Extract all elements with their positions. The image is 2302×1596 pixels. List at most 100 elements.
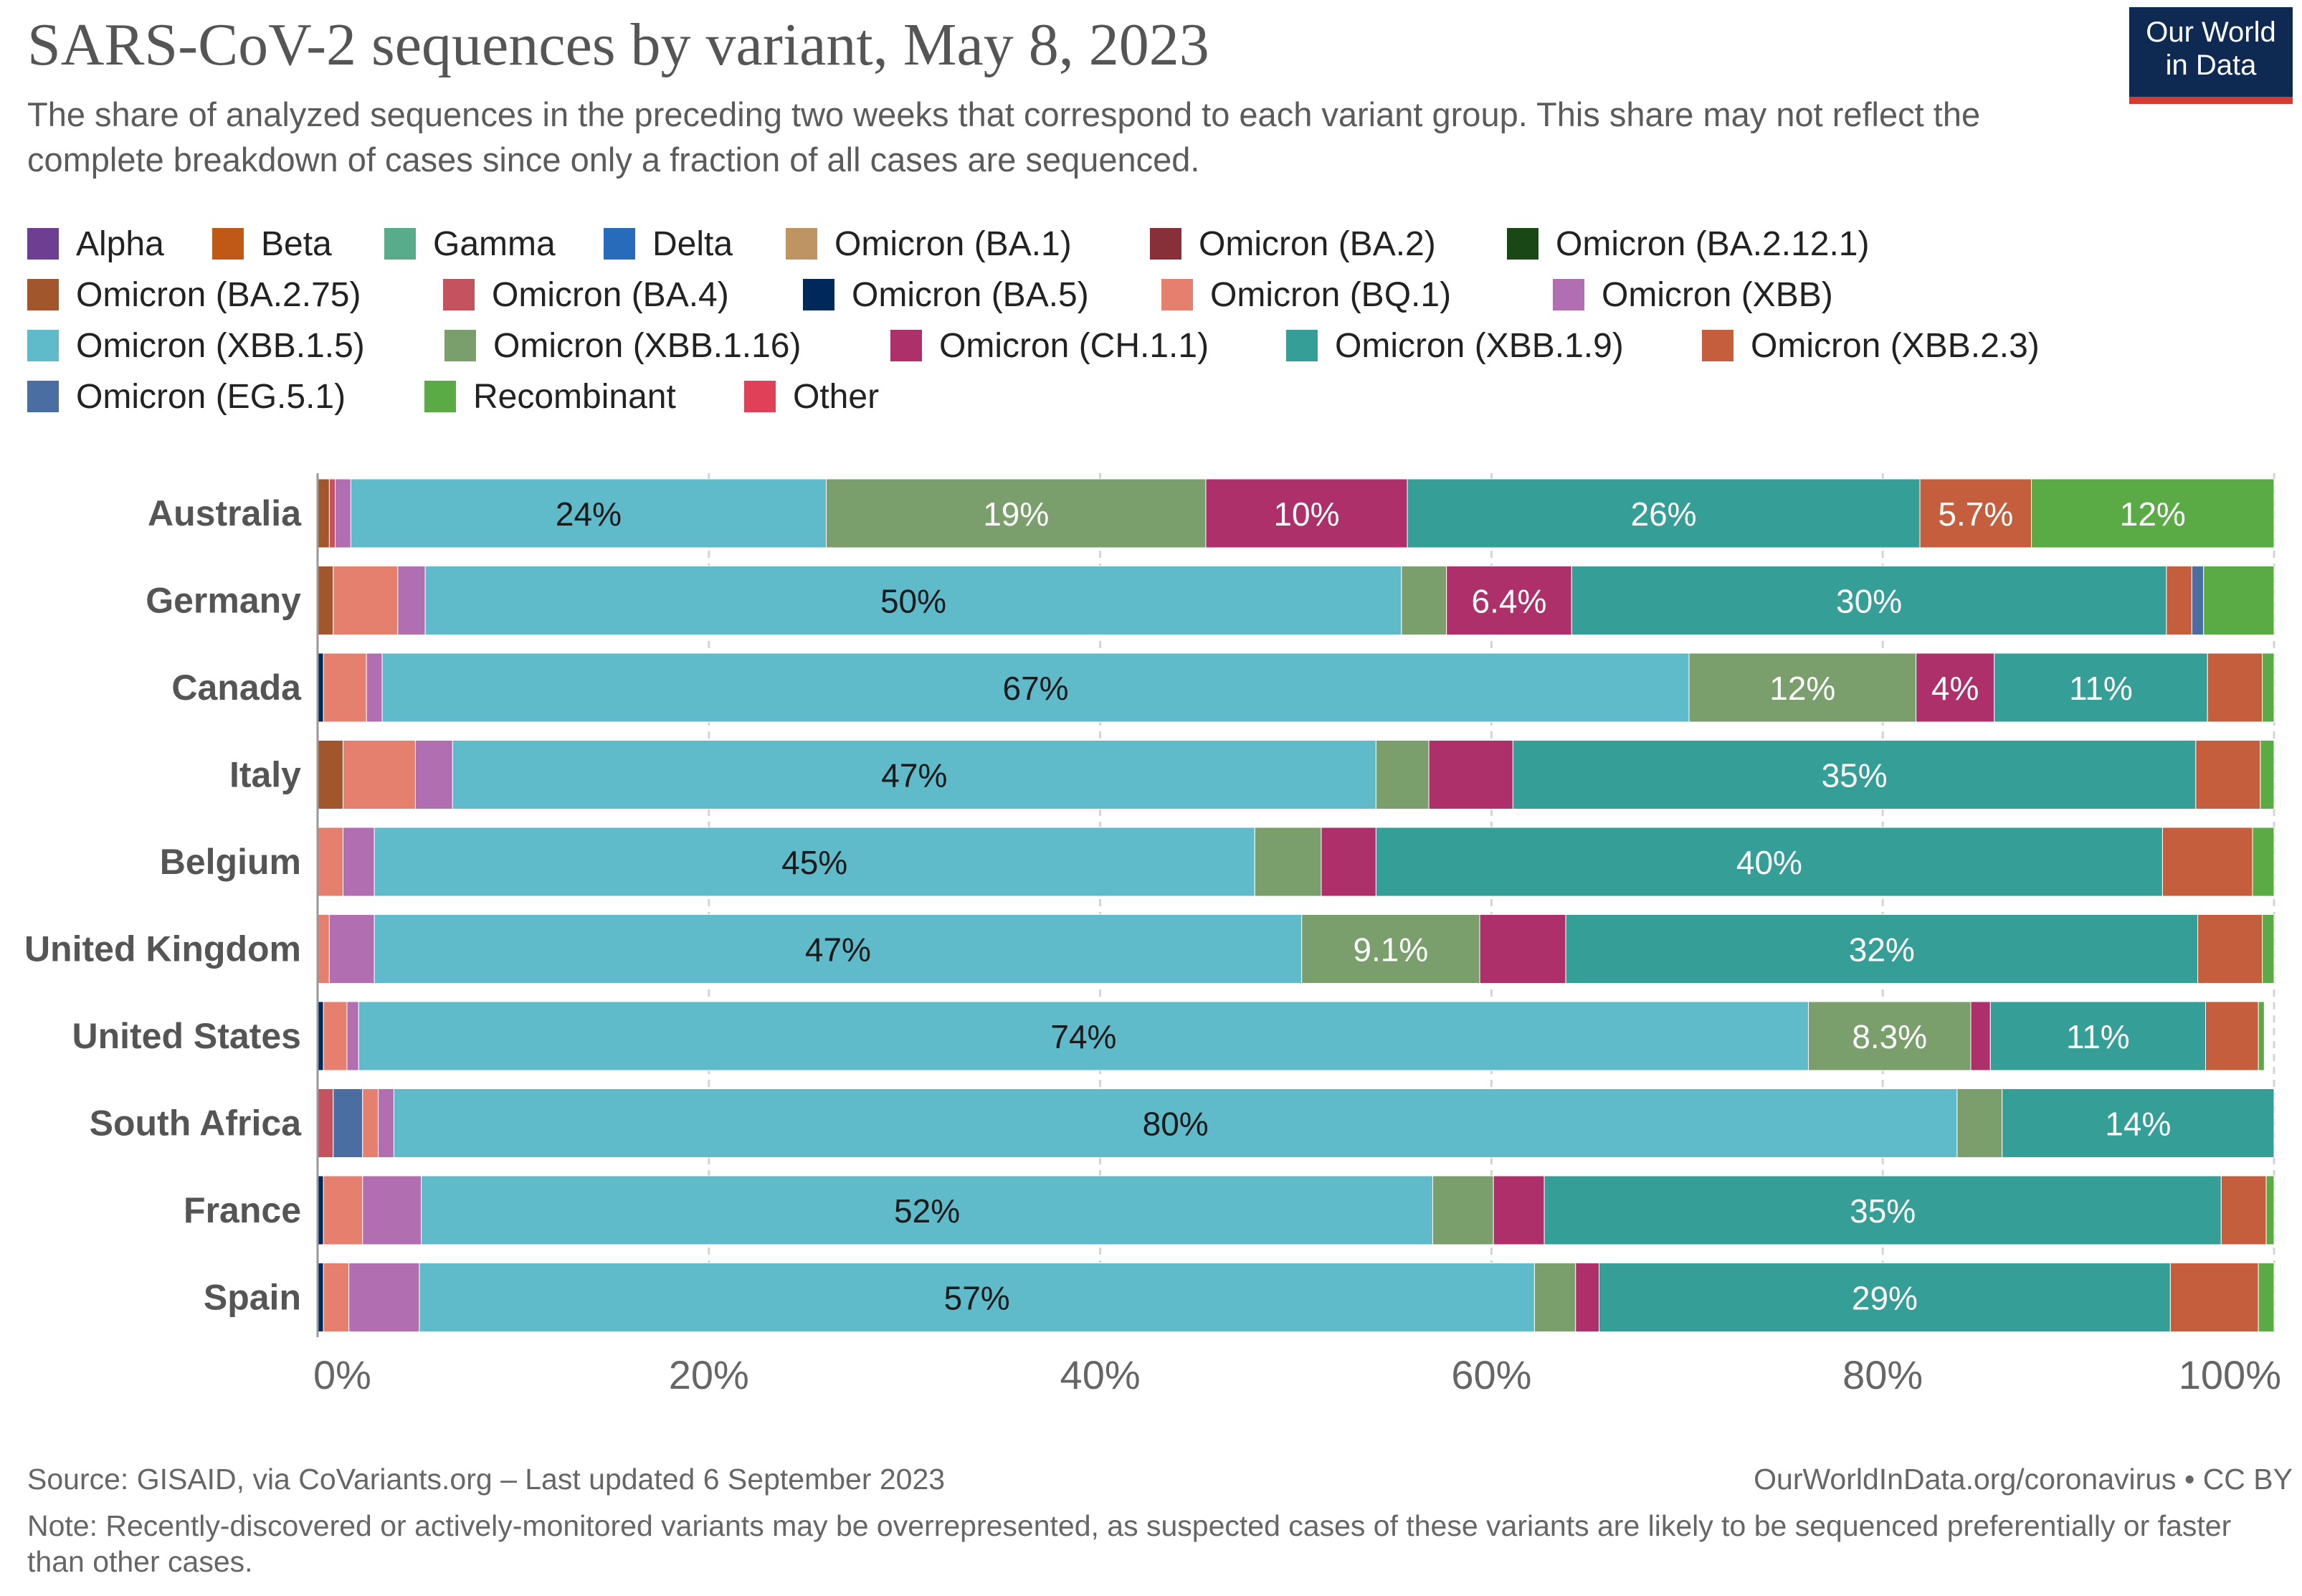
bar-segment[interactable] <box>362 1175 422 1245</box>
bar-segment[interactable] <box>1401 566 1447 635</box>
legend-item[interactable]: Omicron (BA.2) <box>1150 222 1436 265</box>
bar-segment[interactable] <box>2205 1001 2259 1071</box>
bar-segment[interactable] <box>1512 740 2197 809</box>
bar-segment[interactable] <box>421 1175 1434 1245</box>
bar-segment[interactable] <box>1301 914 1480 984</box>
bar-segment[interactable] <box>1254 827 1322 897</box>
bar-segment[interactable] <box>1916 652 1995 723</box>
legend-item[interactable]: Omicron (XBB) <box>1553 273 1833 316</box>
legend-item[interactable]: Omicron (BA.2.12.1) <box>1507 222 1869 265</box>
bar-segment[interactable] <box>374 827 1255 897</box>
bar-segment[interactable] <box>414 740 453 809</box>
bar-segment[interactable] <box>2197 914 2263 984</box>
bar-segment[interactable] <box>1428 740 1513 809</box>
legend-item[interactable]: Omicron (BA.5) <box>803 273 1089 316</box>
bar-segment[interactable] <box>393 1088 1958 1158</box>
bar-segment[interactable] <box>348 1263 420 1332</box>
legend-item[interactable]: Omicron (XBB.1.9) <box>1286 324 1624 367</box>
bar-segment[interactable] <box>1407 478 1921 548</box>
bar-segment[interactable] <box>2002 1088 2275 1158</box>
bar-segment[interactable] <box>2262 914 2275 984</box>
bar-segment[interactable] <box>342 827 375 897</box>
legend-item[interactable]: Omicron (XBB.2.3) <box>1702 324 2040 367</box>
bar-segment[interactable] <box>2265 1175 2275 1245</box>
bar-segment[interactable] <box>323 1175 363 1245</box>
bar-segment[interactable] <box>2031 478 2275 548</box>
bar-segment[interactable] <box>1994 652 2208 723</box>
bar-segment[interactable] <box>381 652 1690 723</box>
bar-segment[interactable] <box>1970 1001 1991 1071</box>
bar-segment[interactable] <box>323 1001 348 1071</box>
bar-segment[interactable] <box>1919 478 2032 548</box>
bar-segment[interactable] <box>1432 1175 1494 1245</box>
bar-segment[interactable] <box>333 1088 363 1158</box>
bar-segment[interactable] <box>1375 740 1430 809</box>
bar-segment[interactable] <box>317 914 330 984</box>
legend-item[interactable]: Omicron (XBB.1.5) <box>27 324 365 367</box>
bar-segment[interactable] <box>350 478 827 548</box>
bar-segment[interactable] <box>323 1263 350 1332</box>
legend-item[interactable]: Omicron (BA.4) <box>443 273 729 316</box>
bar-segment[interactable] <box>317 740 343 809</box>
bar-segment[interactable] <box>1479 914 1566 984</box>
legend-item[interactable]: Omicron (XBB.1.16) <box>444 324 801 367</box>
bar-segment[interactable] <box>1989 1001 2206 1071</box>
bar-segment[interactable] <box>342 740 416 809</box>
bar-segment[interactable] <box>317 827 343 897</box>
bar-segment[interactable] <box>1446 566 1572 635</box>
bar-segment[interactable] <box>1807 1001 1972 1071</box>
bar-segment[interactable] <box>374 914 1303 984</box>
bar-segment[interactable] <box>1688 652 1917 723</box>
bar-segment[interactable] <box>2220 1175 2267 1245</box>
bar-segment[interactable] <box>2203 566 2275 635</box>
bar-segment[interactable] <box>323 652 367 723</box>
source-link[interactable]: OurWorldInData.org/coronavirus • CC BY <box>1754 1463 2293 1496</box>
bar-segment[interactable] <box>1321 827 1376 897</box>
bar-segment[interactable] <box>2166 566 2192 635</box>
bar-segment[interactable] <box>2258 1001 2265 1071</box>
bar-segment[interactable] <box>346 1001 359 1071</box>
bar-segment[interactable] <box>1956 1088 2003 1158</box>
bar-segment[interactable] <box>2169 1263 2259 1332</box>
bar-segment[interactable] <box>1571 566 2167 635</box>
bar-segment[interactable] <box>358 1001 1809 1071</box>
bar-segment[interactable] <box>1575 1263 1599 1332</box>
bar-segment[interactable] <box>424 566 1402 635</box>
bar-segment[interactable] <box>2191 566 2205 635</box>
bar-segment[interactable] <box>366 652 383 723</box>
bar-segment[interactable] <box>335 478 351 548</box>
bar-segment[interactable] <box>1493 1175 1545 1245</box>
bar-segment[interactable] <box>328 478 336 548</box>
bar-segment[interactable] <box>1205 478 1408 548</box>
bar-segment[interactable] <box>1598 1263 2171 1332</box>
legend-item[interactable]: Gamma <box>384 222 556 265</box>
bar-segment[interactable] <box>2161 827 2253 897</box>
bar-segment[interactable] <box>362 1088 379 1158</box>
bar-segment[interactable] <box>2252 827 2275 897</box>
bar-segment[interactable] <box>2262 652 2275 723</box>
bar-segment[interactable] <box>452 740 1376 809</box>
bar-segment[interactable] <box>1375 827 2163 897</box>
legend-item[interactable]: Alpha <box>27 222 164 265</box>
legend-item[interactable]: Recombinant <box>424 375 676 418</box>
legend-item[interactable]: Omicron (CH.1.1) <box>890 324 1209 367</box>
legend-item[interactable]: Other <box>744 375 879 418</box>
bar-segment[interactable] <box>2207 652 2263 723</box>
bar-segment[interactable] <box>317 478 330 548</box>
bar-segment[interactable] <box>1544 1175 2222 1245</box>
bar-segment[interactable] <box>378 1088 394 1158</box>
legend-item[interactable]: Omicron (BQ.1) <box>1161 273 1451 316</box>
legend-item[interactable]: Omicron (EG.5.1) <box>27 375 346 418</box>
legend-item[interactable]: Delta <box>604 222 733 265</box>
legend-item[interactable]: Omicron (BA.1) <box>786 222 1072 265</box>
bar-segment[interactable] <box>1565 914 2199 984</box>
bar-segment[interactable] <box>317 1088 334 1158</box>
bar-segment[interactable] <box>317 566 334 635</box>
legend-item[interactable]: Beta <box>212 222 332 265</box>
legend-item[interactable]: Omicron (BA.2.75) <box>27 273 361 316</box>
bar-segment[interactable] <box>2195 740 2261 809</box>
bar-segment[interactable] <box>328 914 375 984</box>
bar-segment[interactable] <box>397 566 426 635</box>
owid-logo[interactable]: Our World in Data <box>2129 7 2293 104</box>
bar-segment[interactable] <box>2260 740 2275 809</box>
